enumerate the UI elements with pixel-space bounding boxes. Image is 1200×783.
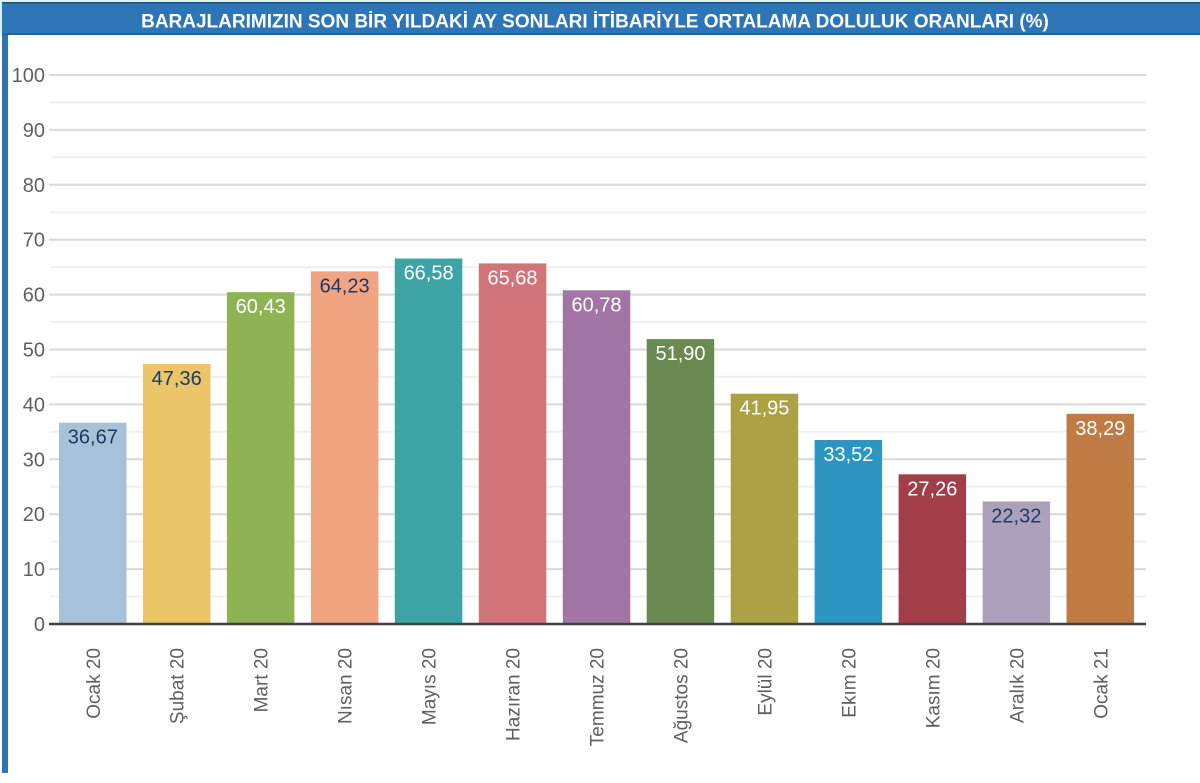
svg-text:Ocak 20: Ocak 20 [84,648,105,719]
svg-text:100: 100 [12,65,45,87]
svg-text:38,29: 38,29 [1075,418,1125,440]
svg-text:41,95: 41,95 [739,398,789,420]
svg-text:51,90: 51,90 [655,343,705,365]
svg-text:36,67: 36,67 [68,427,118,449]
svg-text:Şubat 20: Şubat 20 [168,648,189,724]
svg-text:70: 70 [23,230,45,252]
svg-text:60: 60 [23,285,45,307]
svg-text:20: 20 [23,504,45,526]
svg-text:0: 0 [34,614,45,636]
svg-text:Hazıran 20: Hazıran 20 [504,648,525,741]
svg-text:Nısan 20: Nısan 20 [336,648,357,724]
svg-text:90: 90 [23,120,45,142]
svg-text:64,23: 64,23 [320,275,370,297]
svg-text:80: 80 [23,175,45,197]
svg-text:60,43: 60,43 [236,296,286,318]
svg-text:Kasım 20: Kasım 20 [923,648,944,728]
svg-text:Ağustos 20: Ağustos 20 [672,648,693,743]
svg-text:Aralık 20: Aralık 20 [1007,648,1028,723]
svg-text:Temmuz 20: Temmuz 20 [588,648,609,746]
svg-text:40: 40 [23,394,45,416]
svg-text:50: 50 [23,340,45,362]
svg-text:10: 10 [23,559,45,581]
svg-text:66,58: 66,58 [404,263,454,285]
svg-text:Eylül 20: Eylül 20 [755,648,776,716]
svg-text:60,78: 60,78 [571,294,621,316]
svg-text:Ekım 20: Ekım 20 [839,648,860,718]
svg-text:47,36: 47,36 [152,368,202,390]
svg-text:65,68: 65,68 [487,267,537,289]
svg-text:BARAJLARIMIZIN SON BİR YILDAKİ: BARAJLARIMIZIN SON BİR YILDAKİ AY SONLAR… [141,12,1049,33]
svg-text:Mayıs 20: Mayıs 20 [420,648,441,725]
svg-text:Ocak 21: Ocak 21 [1091,648,1112,719]
svg-text:Mart 20: Mart 20 [252,648,273,712]
svg-text:27,26: 27,26 [907,478,957,500]
svg-text:33,52: 33,52 [823,444,873,466]
svg-text:30: 30 [23,449,45,471]
svg-text:22,32: 22,32 [991,506,1041,528]
